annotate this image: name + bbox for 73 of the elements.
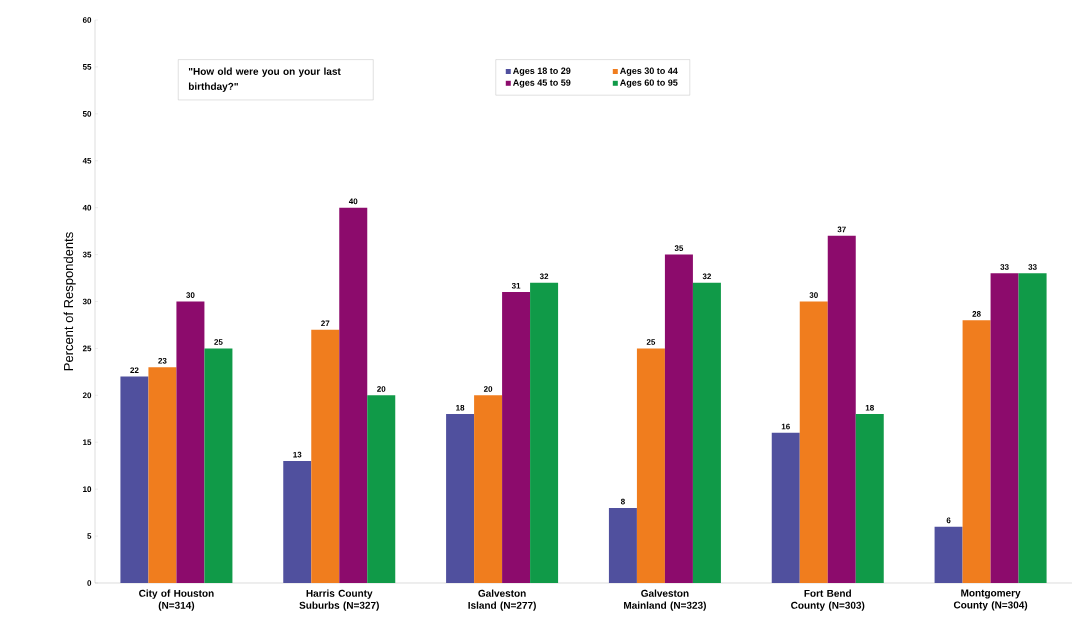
data-label: 6 xyxy=(946,517,951,524)
x-tick-label: Harris County Suburbs (N=327) xyxy=(299,589,379,611)
x-tick-label: Galveston Island (N=277) xyxy=(468,589,536,611)
data-label: 33 xyxy=(1000,264,1009,270)
data-label: 33 xyxy=(1028,264,1037,270)
data-label: 25 xyxy=(646,339,656,345)
data-label: 18 xyxy=(456,404,465,411)
x-tick-label: Fort Bend County (N=303) xyxy=(791,589,865,611)
data-label: 32 xyxy=(539,273,549,280)
bar xyxy=(934,526,963,583)
legend-label: Ages 60 to 95 xyxy=(620,79,678,88)
data-label: 32 xyxy=(702,273,712,280)
bar xyxy=(990,273,1019,583)
bar xyxy=(339,207,368,583)
data-label: 35 xyxy=(674,245,684,252)
legend-label: Ages 45 to 59 xyxy=(513,79,571,88)
y-tick-label: 35 xyxy=(82,251,92,258)
legend-label: Ages 18 to 29 xyxy=(513,67,571,76)
y-tick-label: 0 xyxy=(87,580,92,586)
y-tick-label: 45 xyxy=(82,157,92,164)
bar xyxy=(664,254,693,583)
data-label: 16 xyxy=(781,423,790,430)
x-tick-label: Galveston Mainland (N=323) xyxy=(624,589,706,611)
bar xyxy=(311,329,340,583)
bar xyxy=(692,282,721,583)
x-tick-label: City of Houston (N=314) xyxy=(139,589,214,611)
y-tick-label: 50 xyxy=(82,111,92,117)
bar xyxy=(502,292,531,583)
y-tick-label: 25 xyxy=(82,345,92,352)
y-axis-title: Percent of Respondents xyxy=(63,232,76,371)
data-label: 23 xyxy=(158,357,167,364)
bar xyxy=(120,376,149,583)
bar xyxy=(176,301,205,583)
bar xyxy=(283,461,312,583)
bar xyxy=(771,432,800,583)
data-label: 20 xyxy=(377,386,386,392)
y-tick-label: 10 xyxy=(83,486,92,492)
y-tick-label: 30 xyxy=(82,298,92,305)
bar xyxy=(799,301,828,583)
bar xyxy=(204,348,233,583)
data-label: 13 xyxy=(293,451,302,458)
data-label: 40 xyxy=(348,198,358,205)
bar xyxy=(1018,273,1047,583)
bar xyxy=(474,395,503,583)
y-tick-label: 55 xyxy=(82,64,92,70)
bar xyxy=(636,348,665,583)
data-label: 27 xyxy=(321,320,330,327)
bar xyxy=(608,507,637,583)
data-label: 28 xyxy=(972,311,981,317)
y-tick-label: 5 xyxy=(87,533,92,539)
legend-label: Ages 30 to 44 xyxy=(620,67,678,76)
bar xyxy=(367,395,396,583)
y-tick-label: 20 xyxy=(82,392,92,399)
data-label: 25 xyxy=(214,339,223,345)
bar xyxy=(530,282,559,583)
y-tick-label: 15 xyxy=(83,439,92,446)
data-label: 20 xyxy=(483,386,493,392)
data-label: 8 xyxy=(620,498,625,505)
bar xyxy=(962,320,991,583)
bar xyxy=(446,414,475,583)
data-label: 37 xyxy=(837,226,846,233)
y-tick-label: 60 xyxy=(82,17,92,23)
bar xyxy=(855,414,884,583)
y-tick-label: 40 xyxy=(82,204,92,211)
bar xyxy=(148,367,177,583)
bar xyxy=(827,235,856,583)
data-label: 18 xyxy=(865,404,874,411)
x-tick-label: Montgomery County (N=304) xyxy=(953,589,1028,611)
data-label: 30 xyxy=(809,292,818,298)
data-label: 22 xyxy=(130,367,139,374)
annotation: "How old were you on your last birthday?" xyxy=(188,67,341,92)
data-label: 30 xyxy=(186,292,195,298)
data-label: 31 xyxy=(511,282,521,289)
